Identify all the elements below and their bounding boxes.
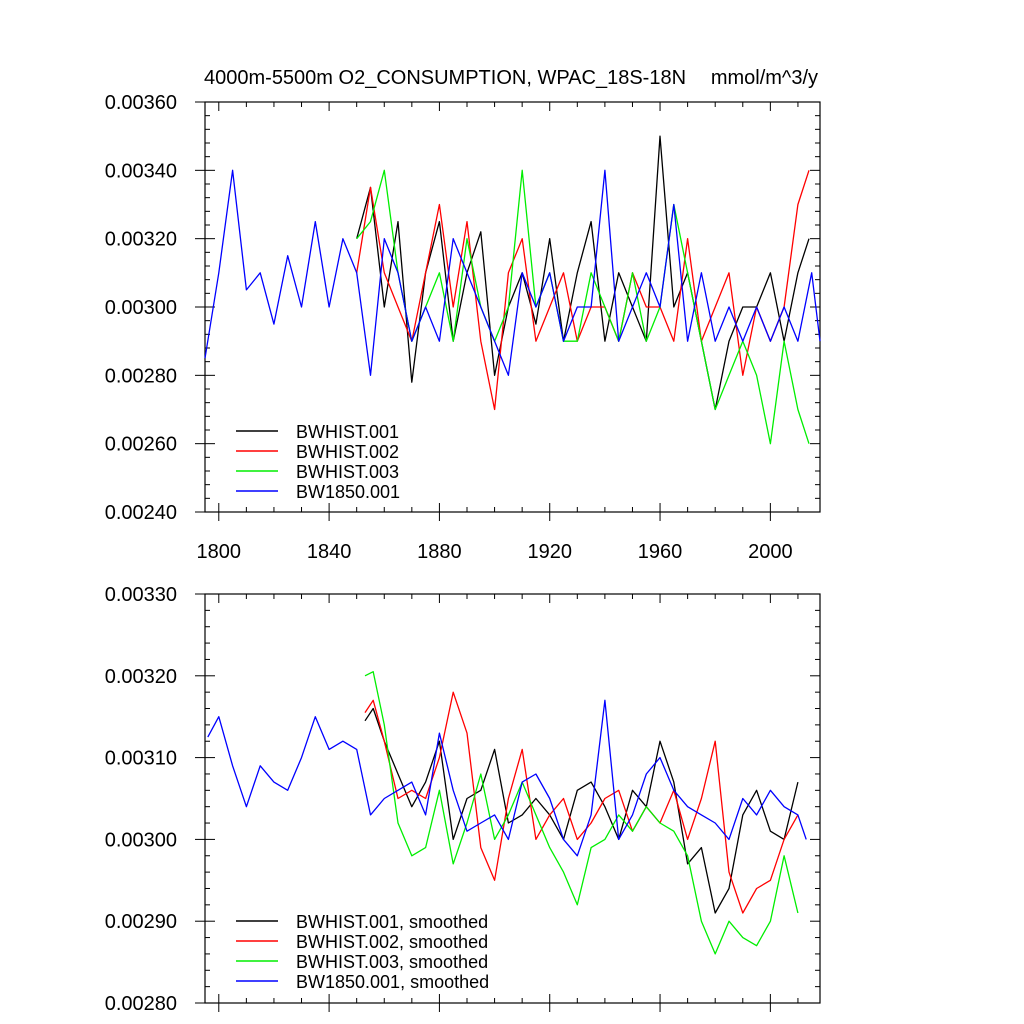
y-tick-label: 0.00300	[105, 829, 177, 851]
y-tick-label: 0.00320	[105, 666, 177, 688]
series-line-1	[364, 707, 799, 914]
x-tick-label: 2000	[748, 541, 793, 563]
series-line-3	[364, 671, 799, 955]
y-tick-label: 0.00310	[105, 748, 177, 770]
legend-label: BWHIST.003	[296, 462, 399, 482]
y-tick-label: 0.00260	[105, 434, 177, 456]
legend-label: BW1850.001	[296, 482, 400, 502]
legend-label: BWHIST.003, smoothed	[296, 952, 488, 972]
legend-label: BWHIST.001	[296, 422, 399, 442]
x-tick-label: 1920	[527, 541, 572, 563]
y-tick-label: 0.00280	[105, 993, 177, 1015]
series-line-4	[204, 169, 821, 376]
y-tick-label: 0.00240	[105, 502, 177, 524]
top-panel: 1800 1840 1880 1920 1960 2000 0.00240 0.00260 0.…	[105, 92, 821, 563]
legend-label: BW1850.001, smoothed	[296, 972, 489, 992]
y-tick-label: 0.00290	[105, 911, 177, 933]
chart-title: 4000m-5500m O2_CONSUMPTION, WPAC_18S-18N	[204, 67, 686, 89]
x-tick-label: 1800	[197, 541, 242, 563]
y-tick-label: 0.00300	[105, 297, 177, 319]
series-line-2	[364, 691, 799, 914]
series-line-4	[207, 699, 807, 857]
y-tick-label: 0.00320	[105, 229, 177, 251]
legend-label: BWHIST.002	[296, 442, 399, 462]
series-line-2	[356, 170, 810, 411]
legend-label: BWHIST.001, smoothed	[296, 912, 488, 932]
bottom-panel: 0.00280 0.00290 0.00300 0.00310 0.00320 0.003…	[105, 584, 821, 1015]
y-tick-label: 0.00330	[105, 584, 177, 606]
x-tick-label: 1880	[417, 541, 462, 563]
y-tick-label: 0.00280	[105, 365, 177, 387]
y-tick-label: 0.00360	[105, 92, 177, 114]
y-tick-label: 0.00340	[105, 160, 177, 182]
chart-units: mmol/m^3/y	[711, 67, 818, 89]
legend-label: BWHIST.002, smoothed	[296, 932, 488, 952]
x-tick-label: 1840	[307, 541, 352, 563]
series-line-1	[356, 135, 810, 411]
plot-frame	[204, 593, 821, 1004]
x-tick-label: 1960	[638, 541, 683, 563]
